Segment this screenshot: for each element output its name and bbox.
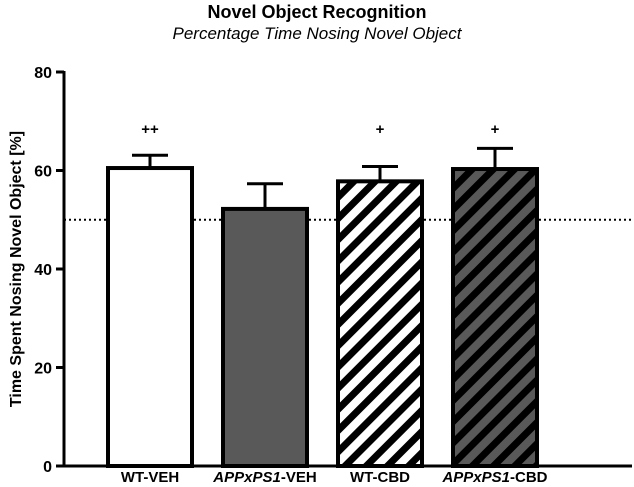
x-tick-label: WT-CBD <box>350 469 410 486</box>
y-tick-label: 40 <box>34 262 52 279</box>
y-tick-label: 20 <box>34 361 52 378</box>
chart-title: Novel Object Recognition <box>207 2 427 22</box>
y-axis-label: Time Spent Nosing Novel Object [%] <box>8 131 25 407</box>
bar <box>336 179 424 469</box>
x-tick-label: WT-VEH <box>121 469 179 486</box>
significance-label: ++ <box>141 121 159 138</box>
bar <box>106 166 194 468</box>
significance-label: + <box>491 121 500 138</box>
y-tick-label: 0 <box>43 459 52 476</box>
y-tick-label: 60 <box>34 164 52 181</box>
chart-subtitle: Percentage Time Nosing Novel Object <box>172 24 462 43</box>
y-tick-label: 80 <box>34 65 52 82</box>
x-tick-label: APPxPS1-CBD <box>441 469 547 486</box>
bar <box>221 206 309 468</box>
x-tick-label: APPxPS1-VEH <box>212 469 316 486</box>
bar <box>451 167 539 469</box>
significance-label: + <box>376 121 385 138</box>
